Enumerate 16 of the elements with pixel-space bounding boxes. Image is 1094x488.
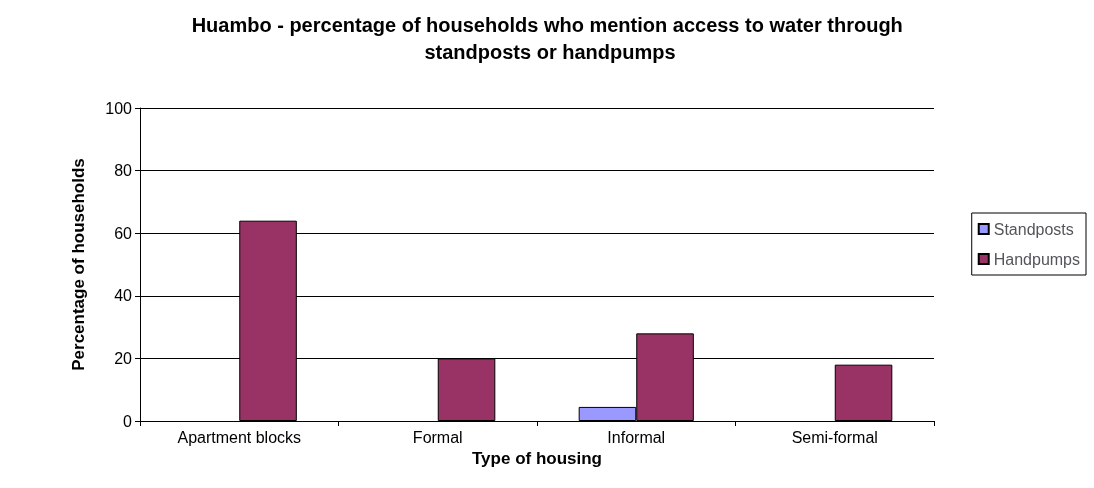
x-tick-label: Informal <box>607 428 666 446</box>
chart-title: Huambo - percentage of households who mention access to water through standposts or handpumps <box>191 13 909 63</box>
y-tick-label: 40 <box>114 287 133 305</box>
x-tick-label: Apartment blocks <box>177 428 302 446</box>
legend-label: Handpumps <box>993 250 1081 268</box>
x-axis-title: Type of housing <box>471 448 603 468</box>
y-tick-label: 0 <box>123 412 133 430</box>
legend-label: Standposts <box>993 220 1074 238</box>
y-tick-label: 20 <box>114 349 133 367</box>
x-tick-label: Formal <box>412 428 463 446</box>
y-axis-title: Percentage of households <box>68 158 88 371</box>
bar <box>834 364 893 421</box>
y-tick-label: 100 <box>105 99 133 117</box>
y-tick-label: 60 <box>114 224 133 242</box>
x-tick-label: Semi-formal <box>791 428 878 446</box>
y-tick-label: 80 <box>114 162 133 180</box>
